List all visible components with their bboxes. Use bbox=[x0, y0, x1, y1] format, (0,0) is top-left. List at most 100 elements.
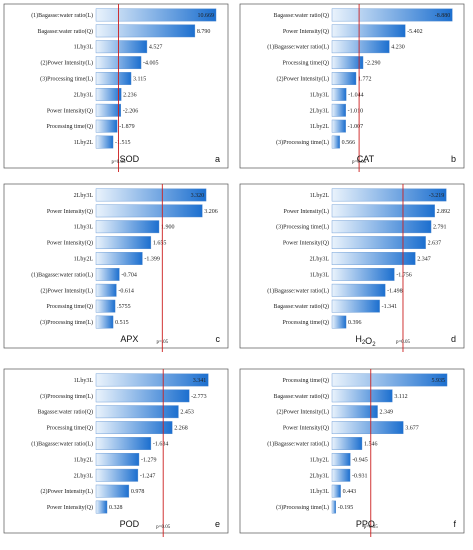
bar bbox=[331, 437, 363, 450]
bar bbox=[95, 437, 152, 450]
p-value-label: p=0.05 bbox=[156, 525, 171, 530]
panel-label: f bbox=[453, 519, 456, 529]
category-label: 2Lby3L bbox=[74, 473, 94, 479]
category-label: Processing time(Q) bbox=[47, 303, 94, 310]
value-label: 2.453 bbox=[180, 410, 194, 416]
value-label: -2.290 bbox=[365, 61, 381, 67]
category-label: 1Lby2L bbox=[310, 193, 330, 199]
bar bbox=[95, 283, 117, 297]
value-label: 0.328 bbox=[109, 505, 123, 511]
value-label: 1.900 bbox=[161, 225, 175, 231]
category-label: Power Intensity(Q) bbox=[283, 28, 329, 35]
bar bbox=[331, 204, 435, 218]
category-label: (2)Power Intensity(L) bbox=[41, 488, 94, 495]
panel-label: c bbox=[216, 334, 221, 344]
category-label: Processing time(Q) bbox=[47, 123, 94, 130]
bar bbox=[95, 40, 148, 54]
category-label: 1Lby2L bbox=[310, 124, 330, 130]
p-value-label: p=0.05 bbox=[111, 160, 126, 165]
bar bbox=[95, 373, 209, 387]
bar bbox=[331, 87, 347, 101]
bar bbox=[95, 188, 207, 202]
category-label: 1Lby3L bbox=[74, 225, 94, 231]
panel-cat: Bagasse:water ratio(Q) -8.880 Power Intens… bbox=[236, 0, 472, 178]
bar bbox=[95, 220, 160, 234]
bar bbox=[331, 8, 453, 22]
bar bbox=[331, 315, 347, 329]
value-label: 2.349 bbox=[380, 410, 394, 416]
category-label: (2)Power Intensity(L) bbox=[277, 76, 330, 83]
category-label: Power Intensity(Q) bbox=[283, 240, 329, 247]
value-label: -1.399 bbox=[144, 257, 160, 263]
value-label: -1.756 bbox=[396, 272, 412, 278]
category-label: Bagasse:water ratio(Q) bbox=[38, 28, 93, 35]
bar bbox=[331, 252, 416, 265]
value-label: -0.945 bbox=[352, 457, 368, 463]
value-label: -1.007 bbox=[348, 124, 364, 130]
bar bbox=[331, 56, 364, 70]
category-label: Bagasse:water ratio(Q) bbox=[274, 303, 329, 310]
value-label: -1.010 bbox=[348, 108, 364, 114]
p-value-label: p=0.05 bbox=[396, 340, 411, 345]
category-label: (1)Bagasse:water ratio(L) bbox=[31, 441, 93, 448]
bar bbox=[331, 468, 351, 482]
value-label: -1.498 bbox=[387, 288, 403, 294]
bar bbox=[331, 452, 351, 466]
panel-ppo: Processing time(Q) 5.935 Bagasse:water rat… bbox=[236, 365, 472, 543]
bar bbox=[95, 405, 179, 419]
value-label: -4.005 bbox=[143, 61, 159, 67]
bar bbox=[331, 220, 432, 234]
chart-svg-d: 1Lby2L -3.219 Power Intensity(L) 2.892 (3)Pr… bbox=[239, 183, 465, 352]
value-label: -1.341 bbox=[382, 304, 398, 310]
chart-svg-c: 2Lby3L 3.320 Power Intensity(Q) 3.206 1Lby3L… bbox=[3, 183, 229, 352]
category-label: (1)Bagasse:water ratio(L) bbox=[267, 44, 329, 51]
category-label: 2Lby3L bbox=[74, 193, 94, 199]
value-label: -2.773 bbox=[191, 394, 207, 400]
category-label: (3)Processing time(L) bbox=[40, 319, 93, 326]
bar bbox=[95, 252, 143, 265]
bar bbox=[331, 283, 386, 297]
value-label: 2.268 bbox=[174, 426, 188, 432]
category-label: (1)Bagasse:water ratio(L) bbox=[31, 12, 93, 19]
category-label: 1Lby2L bbox=[74, 457, 94, 463]
chart-title: PPO bbox=[356, 519, 375, 529]
category-label: (1)Bagasse:water ratio(L) bbox=[267, 441, 329, 448]
value-label: 1.772 bbox=[358, 77, 372, 83]
bar bbox=[331, 389, 393, 403]
bar bbox=[95, 119, 118, 133]
category-label: Power Intensity(Q) bbox=[47, 208, 93, 215]
value-label: 1.655 bbox=[153, 241, 167, 247]
bar bbox=[331, 373, 448, 387]
chart-svg-f: Processing time(Q) 5.935 Bagasse:water rat… bbox=[239, 368, 465, 537]
bar bbox=[95, 389, 190, 403]
value-label: -0.931 bbox=[352, 473, 368, 479]
bar bbox=[331, 103, 346, 117]
chart-title: CAT bbox=[357, 154, 375, 164]
value-label: -5.402 bbox=[407, 29, 423, 35]
category-label: 2Lby3L bbox=[310, 473, 330, 479]
category-label: (1)Bagasse:water ratio(L) bbox=[267, 287, 329, 294]
chart-svg-b: Bagasse:water ratio(Q) -8.880 Power Intens… bbox=[239, 3, 465, 172]
bar bbox=[331, 188, 447, 202]
category-label: Processing time(Q) bbox=[283, 60, 330, 67]
value-label: -1.247 bbox=[140, 473, 156, 479]
value-label: -0.195 bbox=[338, 505, 354, 511]
category-label: 1Lby2L bbox=[74, 257, 94, 263]
value-label: -0.704 bbox=[121, 272, 137, 278]
value-label: -0.614 bbox=[118, 288, 134, 294]
category-label: 1Lby3L bbox=[74, 378, 94, 384]
bar bbox=[331, 267, 395, 281]
category-label: (2)Power Intensity(L) bbox=[277, 409, 330, 416]
value-label: -1.044 bbox=[348, 92, 364, 98]
value-label: -1.634 bbox=[153, 442, 169, 448]
category-label: Power Intensity(Q) bbox=[283, 425, 329, 432]
bar bbox=[95, 135, 114, 149]
value-label: 0.443 bbox=[343, 489, 357, 495]
category-label: Power Intensity(Q) bbox=[47, 107, 93, 114]
value-label: -1.279 bbox=[141, 457, 157, 463]
bar bbox=[95, 421, 173, 435]
category-label: Power Intensity(Q) bbox=[47, 240, 93, 247]
category-label: Power Intensity(L) bbox=[284, 208, 330, 215]
category-label: 1Lby3L bbox=[310, 92, 330, 98]
